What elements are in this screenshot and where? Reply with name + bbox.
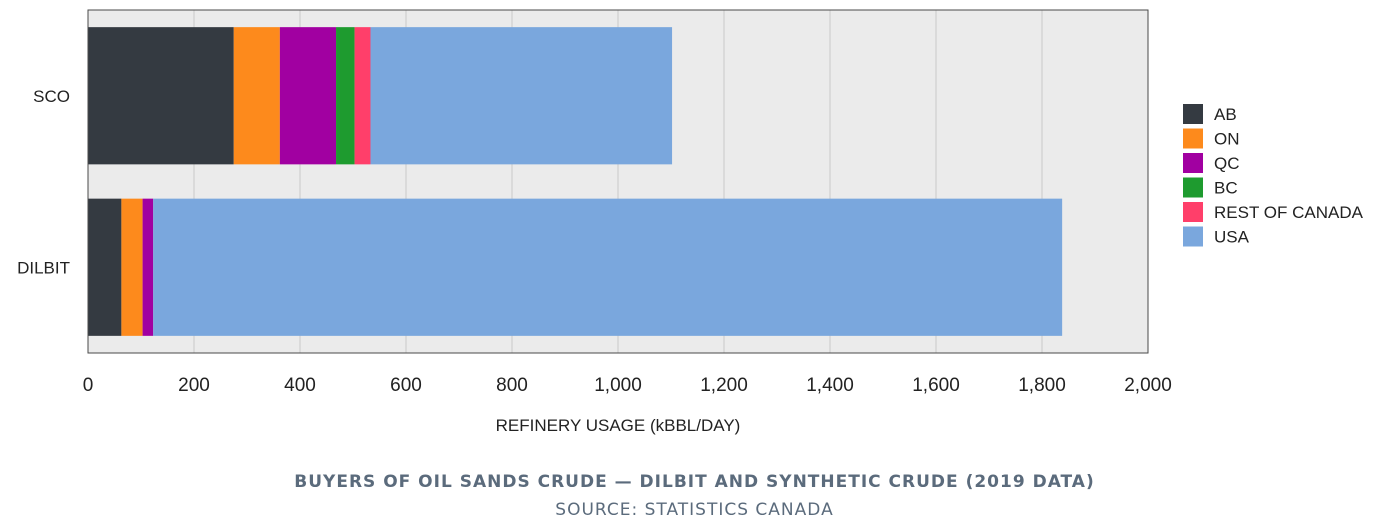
bar-series [88,27,1063,336]
legend-label-bc: BC [1214,179,1238,198]
legend-swatch-rest-of-canada [1183,202,1203,222]
x-axis-tick-labels: 0 200 400 600 800 1,000 1,200 1,400 1,600 1,800 2,… [83,375,1172,396]
x-tick-label-0: 0 [83,375,94,396]
legend-swatch-on [1183,128,1203,149]
legend-label-rest-of-canada: REST OF CANADA [1214,203,1364,222]
bar-dilbit-ab [88,198,122,336]
x-tick-label-1800: 1,800 [1018,375,1066,396]
bar-dilbit-on [121,198,143,336]
y-category-label-dilbit: DILBIT [17,258,70,277]
bar-dilbit-qc [142,198,154,336]
bar-sco-on [233,27,280,165]
legend-swatch-qc [1183,153,1203,173]
x-tick-label-2000: 2,000 [1124,375,1172,396]
x-axis-label: REFINERY USAGE (kBBL/DAY) [496,416,741,435]
x-tick-label-800: 800 [496,375,528,396]
figure-caption-title: BUYERS OF OIL SANDS CRUDE — DILBIT AND S… [294,472,1095,492]
legend: AB ON QC BC REST OF CANADA USA [1183,104,1364,247]
bar-sco-qc [279,27,337,165]
legend-swatch-ab [1183,104,1203,124]
y-category-label-sco: SCO [33,87,70,106]
bar-sco-bc [336,27,355,165]
bar-sco-rest-of-canada [354,27,371,165]
bar-sco-ab [88,27,234,165]
x-tick-label-1000: 1,000 [594,375,642,396]
x-tick-label-1200: 1,200 [700,375,748,396]
legend-swatch-usa [1183,226,1203,247]
x-tick-label-200: 200 [178,375,210,396]
x-tick-label-1400: 1,400 [806,375,854,396]
bar-dilbit-usa [153,198,1063,336]
x-tick-label-1600: 1,600 [912,375,960,396]
figure-caption-source: SOURCE: STATISTICS CANADA [555,500,834,520]
legend-label-qc: QC [1214,154,1240,173]
x-tick-label-400: 400 [284,375,316,396]
x-tick-label-600: 600 [390,375,422,396]
stacked-bar-chart: SCO DILBIT 0 200 400 600 800 1,000 1,200 1,400 1,… [17,9,1364,435]
legend-label-on: ON [1214,130,1240,149]
y-axis-category-labels: SCO DILBIT [17,87,70,278]
plot-frame [87,9,1149,354]
legend-swatch-bc [1183,177,1203,198]
legend-label-ab: AB [1214,105,1237,124]
bar-sco-usa [370,27,673,165]
legend-label-usa: USA [1214,228,1250,247]
